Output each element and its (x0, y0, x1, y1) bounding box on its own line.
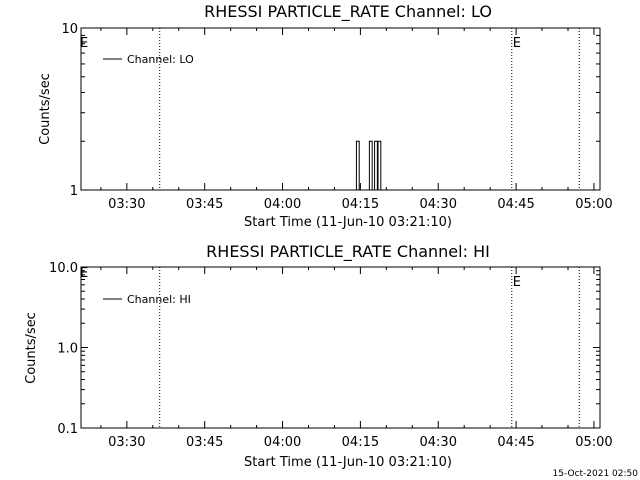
data-spike (374, 140, 378, 190)
panel-lo-y-label: Counts/sec (38, 73, 53, 145)
y-tick-label: 10 (61, 22, 78, 37)
x-tick-label: 04:45 (497, 197, 534, 212)
panel-hi-left-marker-label: E (80, 266, 88, 281)
panel-hi-y-axis: 0.1 1.0 10.0 (49, 261, 600, 437)
data-spike (355, 140, 360, 190)
footer-timestamp: 15-Oct-2021 02:50 (553, 469, 639, 479)
x-tick-label: 03:45 (186, 435, 223, 450)
x-tick-label: 03:45 (186, 197, 223, 212)
x-tick-label: 04:15 (342, 435, 379, 450)
panel-lo-legend-entry: Channel: LO (127, 53, 194, 66)
y-tick-label: 1.0 (57, 342, 78, 357)
time-marker-label: E (513, 275, 521, 290)
panel-lo-series (355, 140, 382, 190)
x-tick-label: 04:00 (264, 435, 301, 450)
panel-hi-markers: E (159, 267, 580, 428)
y-tick-label: 1 (70, 184, 78, 199)
x-tick-label: 05:00 (575, 435, 612, 450)
panel-lo-markers: E (159, 28, 580, 190)
x-tick-label: 05:00 (575, 197, 612, 212)
data-spike (377, 140, 382, 190)
data-spike (368, 140, 373, 190)
x-tick-label: 04:45 (497, 435, 534, 450)
time-marker-label: E (513, 36, 521, 51)
panel-lo-frame (80, 27, 601, 191)
x-tick-label: 03:30 (108, 435, 145, 450)
panel-lo-left-marker-label: E (80, 36, 88, 51)
panel-hi: RHESSI PARTICLE_RATE Channel: HI 03:30 03… (24, 242, 613, 470)
panel-hi-title: RHESSI PARTICLE_RATE Channel: HI (206, 242, 490, 262)
panel-hi-legend-entry: Channel: HI (127, 293, 191, 306)
panel-lo-x-axis: 03:30 03:45 04:00 04:15 04:30 04:45 05:00 (100, 28, 613, 212)
panel-lo: RHESSI PARTICLE_RATE Channel: LO 03:30 03… (38, 2, 613, 230)
panel-lo-title: RHESSI PARTICLE_RATE Channel: LO (204, 2, 492, 22)
x-tick-label: 04:00 (264, 197, 301, 212)
x-tick-label: 04:30 (420, 435, 457, 450)
panel-hi-x-axis: 03:30 03:45 04:00 04:15 04:30 04:45 05:00 (100, 267, 613, 450)
panel-hi-x-label: Start Time (11-Jun-10 03:21:10) (244, 455, 452, 470)
x-tick-label: 04:15 (342, 197, 379, 212)
y-tick-label: 0.1 (57, 422, 78, 437)
y-tick-label: 10.0 (49, 261, 78, 276)
x-tick-label: 04:30 (420, 197, 457, 212)
panel-lo-x-label: Start Time (11-Jun-10 03:21:10) (244, 215, 452, 230)
x-tick-label: 03:30 (108, 197, 145, 212)
panel-hi-y-label: Counts/sec (24, 312, 39, 384)
panel-lo-y-axis: 1 10 (61, 22, 600, 199)
panel-hi-frame (80, 266, 601, 429)
